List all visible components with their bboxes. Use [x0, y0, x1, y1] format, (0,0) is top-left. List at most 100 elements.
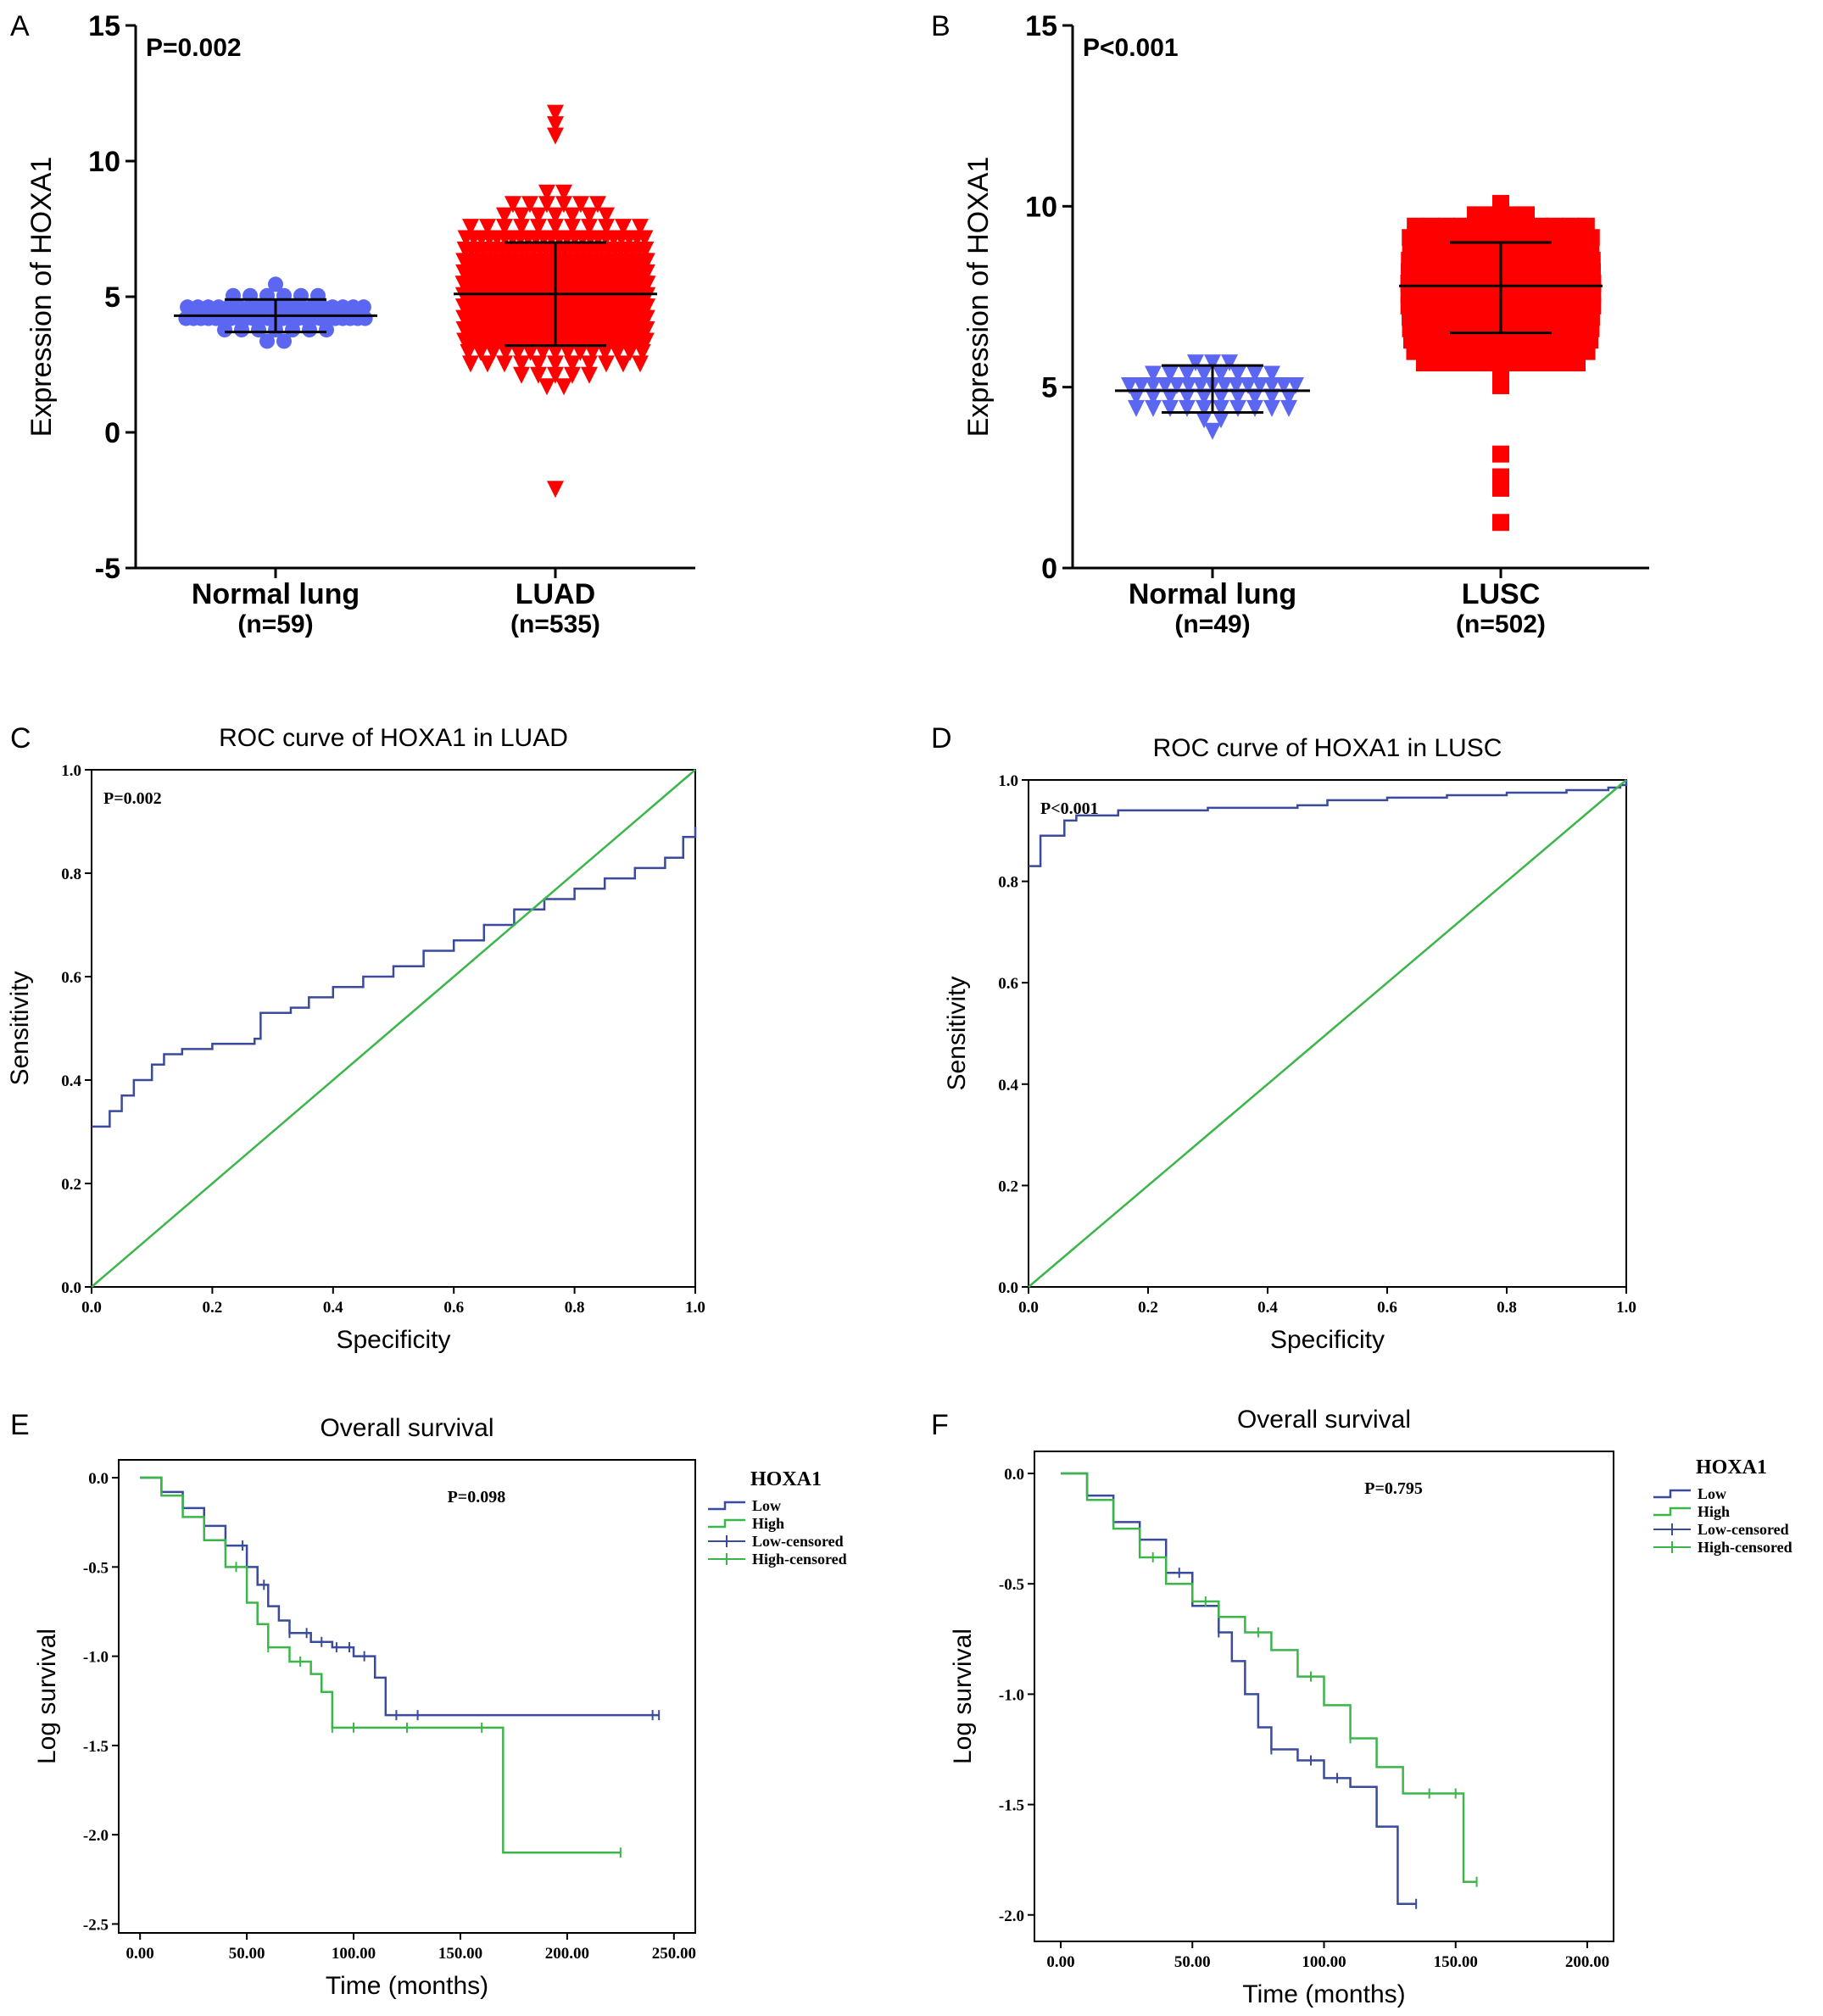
data-point — [598, 355, 615, 373]
data-point — [609, 343, 627, 361]
data-point — [555, 196, 572, 214]
data-point — [259, 333, 275, 349]
data-point — [1492, 514, 1509, 532]
data-point — [633, 343, 651, 361]
series-line-reference — [1028, 779, 1627, 1288]
data-point — [589, 196, 606, 214]
plot-frame — [1028, 779, 1627, 1288]
data-point — [497, 343, 515, 361]
y-tick-label: 1.0 — [61, 762, 81, 780]
data-point — [581, 366, 598, 384]
data-point — [1162, 365, 1179, 383]
series-line-reference — [91, 769, 696, 1288]
panel-letter-b: B — [931, 10, 951, 42]
data-point — [1263, 376, 1280, 394]
legend-entry: High — [752, 1515, 784, 1532]
group-luad: LUAD(n=535) — [454, 104, 657, 638]
y-tick-label: -1.0 — [999, 1686, 1024, 1704]
data-point — [1492, 445, 1509, 463]
data-point — [276, 333, 292, 349]
legend-entry: High — [1698, 1503, 1730, 1520]
x-tick-label: 0.00 — [1046, 1953, 1074, 1971]
legend-entry: High-censored — [752, 1551, 847, 1568]
legend-title: HOXA1 — [1696, 1456, 1767, 1479]
x-tick-label: 0.8 — [1497, 1299, 1517, 1317]
x-tick-label: 0.00 — [126, 1945, 154, 1963]
legend-entry: Low — [752, 1497, 781, 1514]
data-point — [1196, 399, 1213, 417]
data-point — [1229, 399, 1246, 417]
y-axis-label: Expression of HOXA1 — [962, 157, 995, 437]
data-point — [547, 366, 564, 384]
x-tick-label: 1.0 — [1616, 1299, 1636, 1317]
data-point — [521, 196, 538, 214]
y-tick-label: 0.0 — [88, 1470, 109, 1488]
data-point — [513, 366, 530, 384]
data-point — [1518, 206, 1535, 224]
data-point — [1168, 376, 1185, 394]
data-point — [251, 322, 266, 338]
data-point — [564, 366, 581, 384]
data-point — [622, 343, 638, 361]
data-point — [1213, 399, 1229, 417]
data-point — [615, 219, 632, 237]
data-point — [638, 298, 656, 316]
y-tick-label: 0.8 — [998, 874, 1018, 892]
data-point — [496, 207, 513, 225]
x-tick-label: 150.00 — [1434, 1953, 1478, 1971]
data-point — [355, 299, 371, 315]
legend-swatch — [708, 1518, 745, 1529]
data-point — [1530, 217, 1548, 235]
panel-letter-c: C — [10, 722, 31, 755]
data-point — [547, 127, 564, 145]
data-point — [1467, 206, 1484, 224]
data-point — [534, 343, 552, 361]
y-tick-label: -2.0 — [83, 1827, 109, 1845]
x-tick-label: 0.8 — [565, 1299, 585, 1317]
data-point — [479, 219, 496, 237]
data-point — [615, 355, 632, 373]
data-point — [1133, 376, 1150, 394]
data-point — [530, 207, 547, 225]
series-line-roc — [1029, 780, 1628, 867]
data-point — [1246, 388, 1263, 406]
data-point — [1577, 217, 1595, 235]
x-tick-label: 50.00 — [1174, 1953, 1211, 1971]
data-point — [547, 104, 564, 122]
x-axis-label: Specificity — [336, 1326, 450, 1354]
panel-letter-d: D — [931, 722, 952, 755]
data-point — [638, 253, 655, 270]
x-tick-label: 0.0 — [1018, 1299, 1039, 1317]
x-axis-label: Specificity — [1270, 1326, 1385, 1354]
y-tick-label: 5 — [1041, 372, 1057, 404]
p-value-label: P=0.795 — [1364, 1479, 1423, 1498]
series-line-low — [1061, 1472, 1417, 1905]
x-tick-label: 1.0 — [685, 1299, 705, 1317]
plot-frame — [118, 1459, 696, 1934]
y-tick-label: 0 — [104, 417, 120, 449]
line-chart-d: ROC curve of HOXA1 in LUSC 0.0 0.2 0.4 0.6 0.… — [943, 734, 1636, 1354]
line-chart-f: Overall survival 0.00 50.00 100.00 150.00 200… — [949, 1406, 1792, 2008]
data-point — [285, 322, 300, 338]
data-point — [555, 378, 572, 396]
x-axis-label: Time (months) — [326, 1972, 488, 2000]
data-point — [1196, 365, 1213, 383]
data-point — [1187, 354, 1204, 372]
data-point — [243, 287, 258, 304]
data-point — [1145, 388, 1162, 406]
y-tick-label: -2.5 — [83, 1916, 109, 1934]
y-axis-label: Log survival — [949, 1629, 977, 1764]
data-point — [1246, 399, 1263, 417]
x-tick-label: 100.00 — [332, 1945, 376, 1963]
y-tick-label: -1.5 — [999, 1797, 1024, 1815]
data-point — [496, 355, 513, 373]
data-point — [1216, 376, 1233, 394]
data-point — [1453, 217, 1471, 235]
y-tick-label: -1.0 — [83, 1649, 109, 1667]
data-point — [1128, 399, 1145, 417]
plot-frame — [91, 769, 696, 1288]
data-point — [598, 207, 615, 225]
p-value-label: P=0.002 — [103, 789, 162, 808]
panel-letter-e: E — [10, 1409, 30, 1441]
